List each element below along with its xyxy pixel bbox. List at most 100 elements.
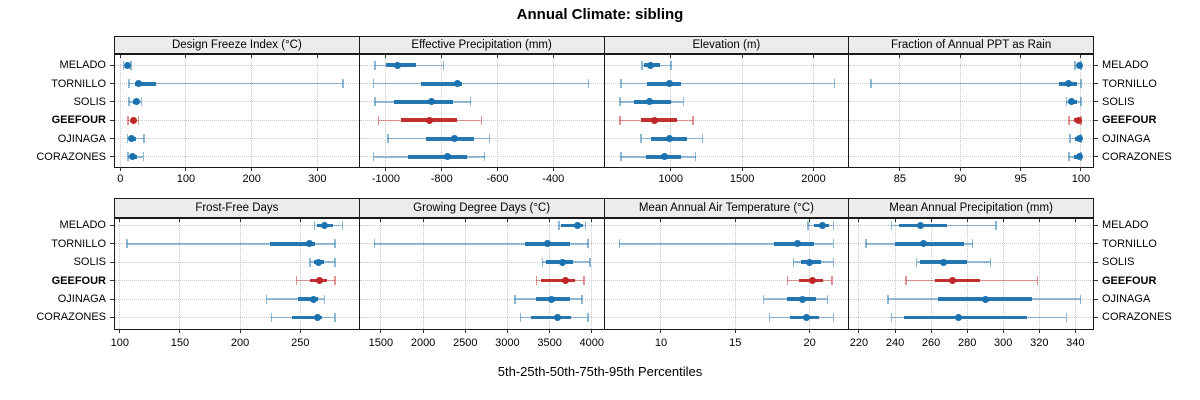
x-tick-top — [734, 219, 736, 222]
x-tick — [251, 167, 253, 171]
whisker-cap — [832, 257, 835, 267]
station-label-left: MELADO — [59, 219, 106, 232]
x-tick — [441, 167, 443, 171]
iqr-bar — [394, 100, 453, 104]
x-tick-top — [813, 55, 815, 58]
whisker-cap — [890, 220, 893, 230]
gridline-h — [115, 156, 359, 158]
whisker-cap — [832, 312, 835, 322]
station-label-right: GEEFOUR — [1102, 114, 1157, 127]
median-dot — [306, 240, 314, 248]
whisker-cap — [701, 134, 704, 144]
gridline-v — [899, 55, 901, 167]
gridline-v — [894, 219, 896, 329]
whisker-cap — [1080, 97, 1082, 107]
x-tick — [591, 329, 593, 333]
gridline-v — [385, 55, 387, 167]
whisker-cap — [374, 97, 376, 107]
whisker-cap — [334, 276, 336, 286]
iqr-bar — [407, 155, 468, 159]
whisker-cap — [126, 134, 129, 144]
x-tick — [959, 167, 961, 171]
whisker-cap — [1074, 60, 1076, 70]
y-tick — [110, 224, 114, 226]
median-dot — [940, 258, 948, 266]
median-dot — [1065, 80, 1073, 88]
median-dot — [660, 153, 668, 161]
whisker-cap — [995, 220, 997, 230]
x-tick-top — [959, 55, 961, 58]
gridline-v — [660, 219, 662, 329]
panel-header: Fraction of Annual PPT as Rain — [848, 36, 1094, 54]
y-tick — [1094, 119, 1098, 121]
gridline-v — [251, 55, 253, 167]
whisker-cap — [768, 312, 771, 322]
median-dot — [646, 61, 654, 69]
median-dot — [949, 277, 957, 285]
gridline-v — [552, 55, 554, 167]
x-tick-top — [1080, 55, 1082, 58]
gridline-h — [604, 298, 849, 300]
x-tick-top — [552, 55, 554, 58]
gridline-h — [604, 243, 849, 245]
x-tick-label: 340 — [1066, 337, 1085, 349]
median-dot — [954, 313, 962, 321]
gridline-v — [1038, 219, 1040, 329]
whisker-cap — [535, 276, 538, 286]
median-dot — [451, 135, 459, 143]
x-tick — [119, 167, 121, 171]
y-tick — [110, 316, 114, 318]
x-tick-label: -400 — [542, 173, 565, 185]
gridline-h — [359, 83, 604, 85]
panel — [848, 218, 1094, 333]
iqr-bar — [934, 278, 980, 283]
median-dot — [920, 240, 928, 248]
whisker-cap — [341, 220, 344, 230]
gridline-v — [316, 55, 318, 167]
x-tick-label: 250 — [291, 337, 310, 349]
whisker-cap — [372, 79, 375, 89]
gridline-h — [359, 64, 604, 66]
x-tick — [380, 329, 382, 333]
station-label-right: SOLIS — [1102, 95, 1135, 108]
x-tick-label: -800 — [430, 173, 453, 185]
station-label-left: OJINAGA — [57, 293, 106, 305]
x-tick-top — [119, 219, 121, 222]
x-tick — [506, 329, 508, 333]
whisker-cap — [342, 79, 344, 89]
y-tick — [1094, 261, 1098, 263]
x-tick-label: -1000 — [371, 173, 401, 185]
y-tick — [1094, 298, 1098, 300]
gridline-h — [604, 101, 849, 103]
median-dot — [320, 221, 328, 229]
whisker-cap — [128, 97, 130, 107]
y-tick — [1094, 83, 1098, 85]
gridline-h — [604, 156, 849, 158]
gridline-v — [930, 219, 932, 329]
gridline-v — [464, 219, 466, 329]
median-dot — [425, 116, 433, 124]
median-dot — [548, 295, 556, 303]
station-label-left: CORAZONES — [36, 311, 106, 324]
x-tick-label: 100 — [176, 173, 196, 185]
panel-header: Elevation (m) — [603, 36, 850, 54]
whisker-cap — [620, 152, 622, 162]
whisker-cap — [295, 276, 298, 286]
whisker-cap — [127, 115, 129, 125]
x-tick-label: 95 — [1014, 173, 1027, 185]
iqr-bar — [291, 315, 322, 320]
x-tick-top — [966, 219, 968, 222]
gridline-h — [849, 83, 1093, 85]
y-tick — [110, 156, 114, 158]
x-tick-top — [179, 219, 181, 222]
whisker-cap — [641, 60, 643, 70]
x-tick-label: 240 — [885, 337, 905, 349]
whisker-cap — [581, 294, 583, 304]
station-label-right: TORNILLO — [1102, 77, 1157, 90]
whisker-line — [870, 82, 1081, 85]
x-tick-top — [385, 55, 387, 58]
gridline-h — [849, 261, 1093, 263]
x-tick-label: 3500 — [537, 337, 562, 349]
gridline-h — [604, 138, 849, 140]
gridline-v — [299, 219, 301, 329]
